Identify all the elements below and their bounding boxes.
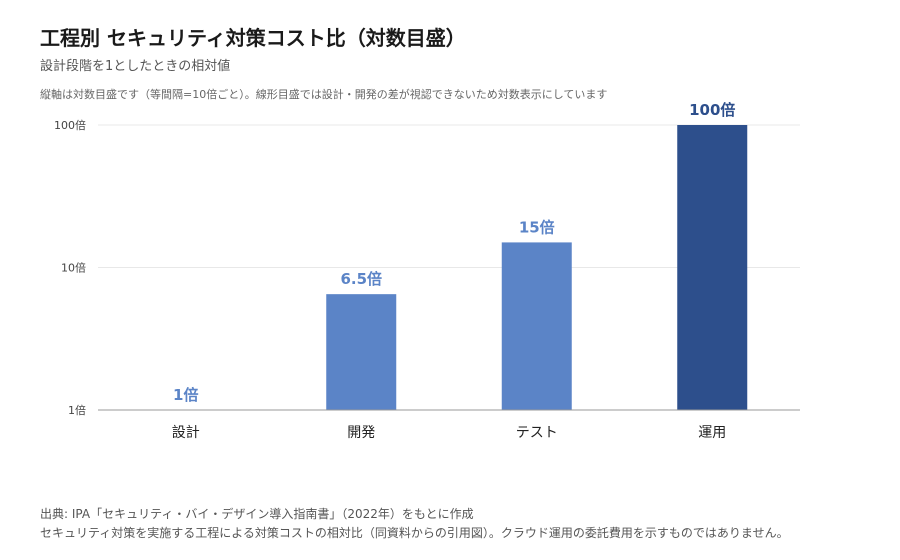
data-label: 6.5倍 — [340, 270, 382, 288]
y-tick-label: 100倍 — [54, 118, 86, 132]
x-tick-label: 運用 — [698, 425, 726, 441]
axis-note: 縦軸は対数目盛です（等間隔=10倍ごと）。線形目盛では設計・開発の差が視認できな… — [40, 88, 608, 101]
x-tick-label: 開発 — [347, 425, 375, 441]
data-label: 15倍 — [519, 218, 555, 236]
data-label: 100倍 — [689, 101, 735, 119]
x-tick-label: 設計 — [172, 425, 200, 441]
source-note: 出典: IPA「セキュリティ・バイ・デザイン導入指南書」（2022年）をもとに作… — [40, 507, 474, 521]
data-label: 1倍 — [173, 386, 198, 404]
bar — [326, 294, 397, 410]
chart-title: 工程別 セキュリティ対策コスト比（対数目盛） — [40, 26, 466, 50]
x-tick-label: テスト — [516, 425, 558, 441]
bar — [677, 125, 748, 410]
y-tick-label: 10倍 — [61, 261, 86, 275]
y-tick-label: 1倍 — [68, 403, 86, 417]
caption-note: セキュリティ対策を実施する工程による対策コストの相対比（同資料からの引用図）。ク… — [40, 526, 789, 540]
bar — [501, 242, 572, 410]
chart-subtitle: 設計段階を1としたときの相対値 — [40, 59, 231, 74]
